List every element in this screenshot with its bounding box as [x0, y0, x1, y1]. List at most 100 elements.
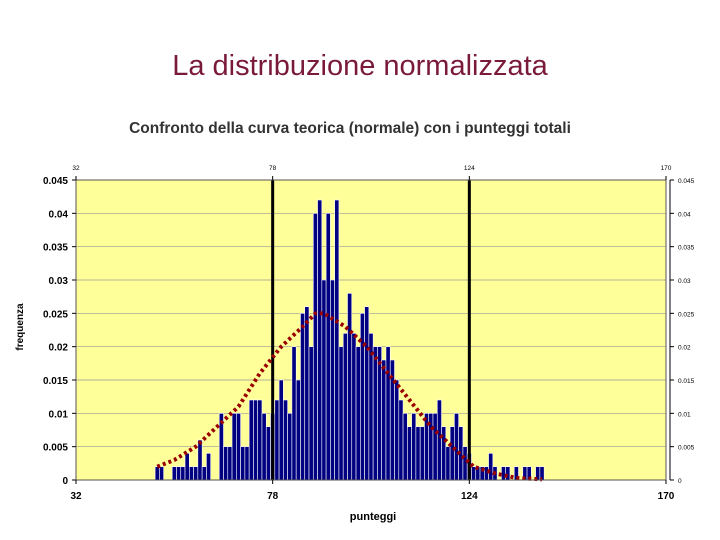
histogram-bar: [355, 346, 361, 481]
histogram-bar: [227, 446, 233, 481]
y-right-tick-label: 0.03: [678, 278, 691, 285]
histogram-bar: [364, 306, 370, 481]
x-tick-label: 170: [658, 491, 675, 502]
x-top-tick-label: 124: [464, 165, 475, 172]
y-right-tick-label: 0.02: [678, 345, 691, 352]
histogram-bar: [231, 413, 237, 481]
histogram-bar: [291, 346, 297, 481]
slide-title: La distribuzione normalizzata: [172, 50, 548, 82]
histogram-bar: [184, 453, 190, 481]
histogram-bar: [471, 466, 477, 481]
x-axis-top-ticks: 32 78 124 170: [72, 165, 672, 180]
histogram-bar: [201, 466, 207, 481]
histogram-bar: [176, 466, 182, 481]
histogram-bar: [278, 379, 284, 481]
histogram-bar: [180, 466, 186, 481]
y-tick-label: 0.035: [43, 243, 68, 254]
histogram-bar: [317, 199, 323, 481]
plot-frame: [75, 179, 667, 481]
histogram-bar: [377, 346, 382, 481]
histogram-bar: [253, 399, 259, 481]
y-right-tick-label: 0.01: [678, 411, 691, 418]
x-top-tick-label: 32: [72, 165, 80, 172]
histogram-bar: [407, 426, 412, 481]
histogram-bar: [287, 413, 293, 481]
histogram-bar: [436, 399, 442, 481]
y-right-tick-label: 0.045: [678, 178, 695, 185]
histogram-bar: [415, 426, 421, 481]
histogram-bar: [159, 466, 164, 481]
histogram-bar: [312, 213, 318, 481]
x-tick-label: 32: [70, 491, 82, 502]
x-tick-label: 78: [267, 491, 279, 502]
histogram-bar: [193, 466, 199, 481]
y-right-tick-label: 0.005: [678, 445, 695, 452]
histogram-bar: [445, 446, 451, 481]
histogram-bar: [236, 413, 241, 481]
histogram-bar: [398, 399, 404, 481]
histogram-bar: [351, 333, 357, 481]
histogram-bar: [295, 379, 301, 481]
vertical-markers: [271, 180, 471, 480]
histogram-bar: [240, 446, 246, 481]
histogram-bar: [248, 399, 254, 481]
y-tick-label: 0.04: [49, 209, 69, 220]
histogram-bar: [321, 279, 327, 481]
y-axis-left-ticks: 0 0.005 0.01 0.015 0.02 0.025 0.03 0.035 0.04 0.0…: [43, 176, 76, 487]
histogram-bar: [449, 426, 455, 481]
histogram-bar: [283, 399, 288, 481]
y-right-tick-label: 0.04: [678, 211, 691, 218]
histogram-bar: [385, 346, 391, 481]
y-right-tick-label: 0.025: [678, 311, 695, 318]
y-tick-label: 0.01: [49, 409, 69, 420]
histogram-bar: [372, 346, 378, 481]
x-axis-bottom-ticks: 32 78 124 170: [70, 480, 675, 502]
y-tick-label: 0.045: [43, 176, 68, 187]
histogram-bar: [265, 426, 271, 481]
histogram-bars: [154, 199, 545, 481]
histogram-bar: [257, 399, 263, 481]
histogram-bar: [381, 359, 387, 481]
histogram-bar: [411, 413, 417, 481]
histogram-bar: [304, 306, 310, 481]
y-axis-label: frequenza: [15, 303, 26, 351]
y-right-tick-label: 0.015: [678, 378, 695, 385]
y-tick-label: 0.03: [49, 276, 69, 287]
y-axis-right-ticks: 0 0.005 0.01 0.015 0.02 0.025 0.03 0.035 0.04 0.0…: [670, 178, 695, 485]
histogram-bar: [347, 293, 353, 481]
chart-title: Confronto della curva teorica (normale) …: [129, 120, 571, 137]
histogram-bar: [325, 213, 331, 481]
x-top-tick-label: 78: [269, 165, 277, 172]
histogram-bar: [402, 413, 408, 481]
histogram-bar: [501, 466, 506, 481]
histogram-bar: [483, 466, 489, 481]
histogram-bar: [505, 466, 511, 481]
histogram-bar: [274, 399, 280, 481]
histogram-bar: [334, 199, 340, 481]
histogram-bar: [171, 466, 177, 481]
histogram-bar: [342, 333, 348, 481]
histogram-bar: [308, 346, 314, 481]
histogram-bar: [261, 413, 267, 481]
histogram-bar: [223, 446, 229, 481]
histogram-bar: [488, 453, 494, 481]
histogram-bar: [300, 313, 306, 481]
histogram-bar: [197, 439, 203, 481]
histogram-bar: [338, 346, 344, 481]
y-tick-label: 0.025: [43, 309, 68, 320]
histogram-bar: [206, 453, 211, 481]
x-tick-label: 124: [461, 491, 478, 502]
y-tick-label: 0.015: [43, 376, 68, 387]
histogram-bar: [330, 279, 335, 481]
y-tick-label: 0.02: [49, 343, 69, 354]
x-axis-label: punteggi: [350, 511, 396, 523]
histogram-bar: [154, 466, 160, 481]
y-right-tick-label: 0.035: [678, 245, 695, 252]
x-top-tick-label: 170: [661, 165, 672, 172]
histogram-bar: [360, 313, 365, 481]
histogram-bar: [432, 413, 438, 481]
histogram-bar: [368, 333, 374, 481]
histogram-bar: [462, 446, 468, 481]
histogram-bar: [419, 426, 425, 481]
